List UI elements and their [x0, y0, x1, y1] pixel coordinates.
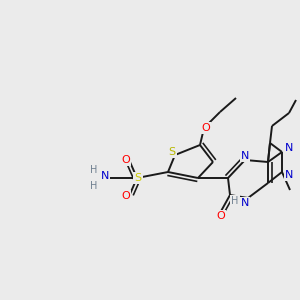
- Text: O: O: [217, 211, 225, 221]
- Text: O: O: [122, 155, 130, 165]
- Text: O: O: [202, 123, 210, 133]
- Text: O: O: [122, 191, 130, 201]
- Text: N: N: [241, 151, 249, 161]
- Text: N: N: [241, 198, 249, 208]
- Text: S: S: [168, 147, 175, 157]
- Text: N: N: [101, 171, 109, 181]
- Text: N: N: [285, 170, 293, 180]
- Text: H: H: [90, 165, 98, 175]
- Text: H: H: [231, 196, 239, 206]
- Text: H: H: [90, 181, 98, 191]
- Text: N: N: [285, 143, 293, 153]
- Text: S: S: [134, 173, 142, 183]
